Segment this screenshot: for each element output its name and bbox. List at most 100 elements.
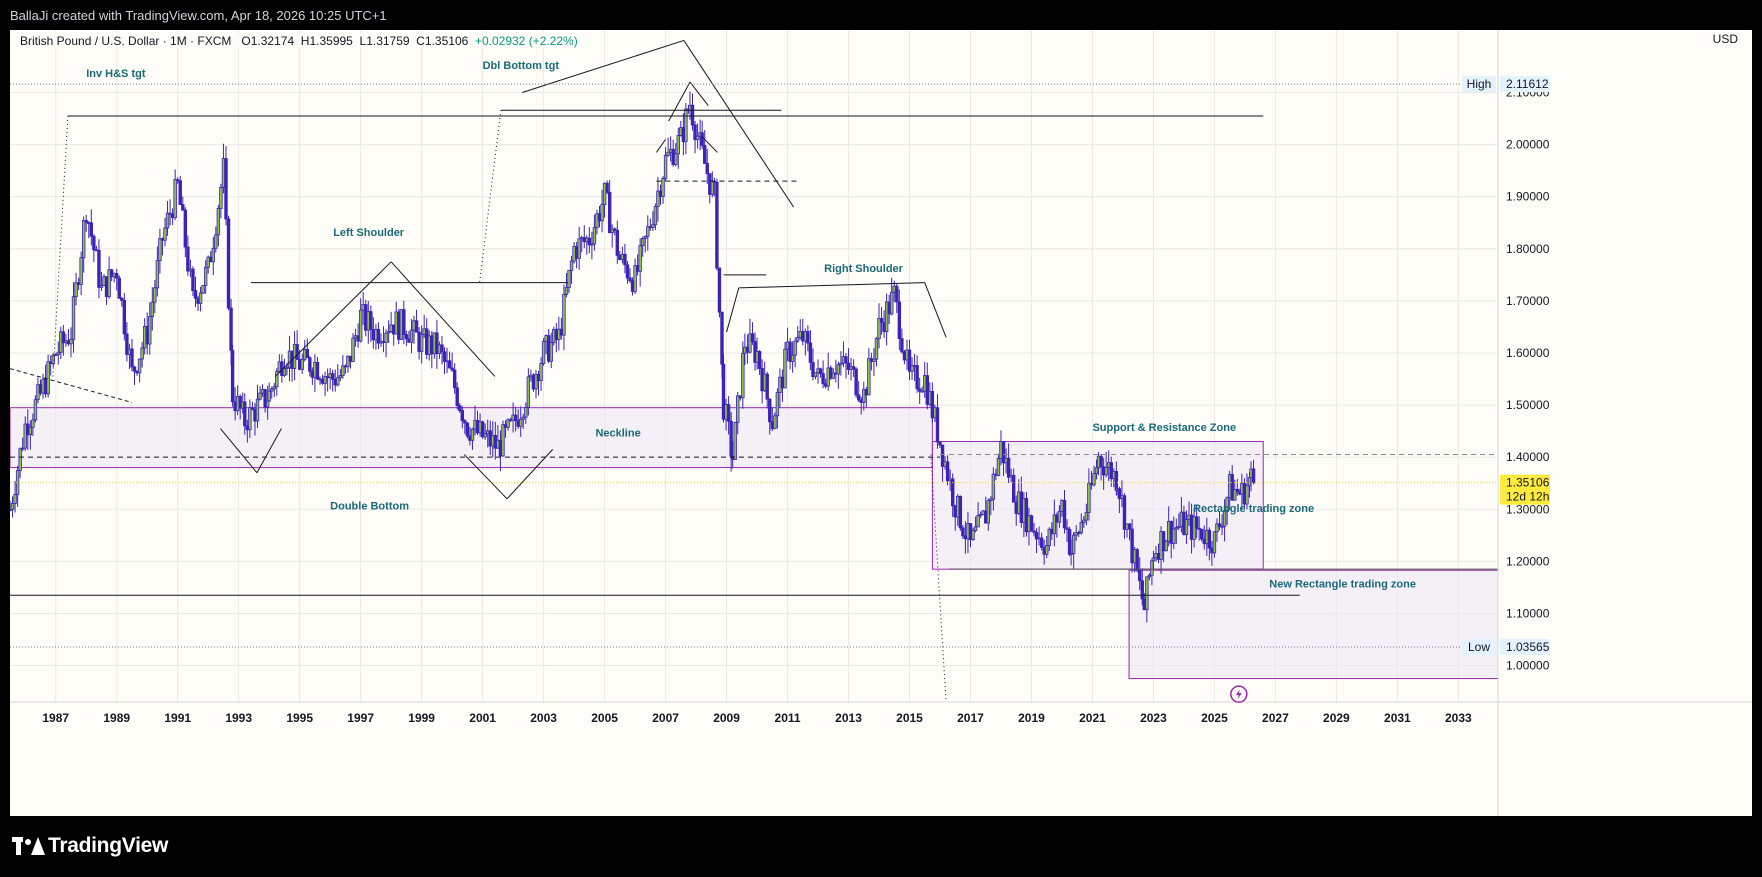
- candle-body: [1094, 467, 1099, 475]
- candle-body: [796, 337, 800, 342]
- annotation-label: Support & Resistance Zone: [1092, 422, 1236, 434]
- candle-body: [646, 226, 650, 237]
- candle-body: [549, 342, 553, 362]
- candle-body: [1251, 468, 1256, 484]
- candle-body: [666, 151, 670, 156]
- candle-body: [122, 300, 127, 335]
- candle-body: [951, 478, 955, 507]
- candle-body: [623, 253, 627, 266]
- y-tick-label: 1.80000: [1506, 242, 1550, 256]
- chart-frame[interactable]: Inv H&S tgt Dbl Bottom tgt Left Shoulder Ri…: [10, 30, 1752, 816]
- candle-body: [1032, 530, 1036, 533]
- candle-body: [331, 373, 335, 380]
- candle-body: [81, 220, 86, 259]
- high-badge-bg: [1500, 76, 1550, 93]
- candle-body: [524, 407, 528, 418]
- x-tick-label: 2029: [1323, 711, 1350, 725]
- candle-body: [1233, 489, 1237, 501]
- candle-body: [1145, 576, 1149, 611]
- symbol-legend[interactable]: British Pound / U.S. Dollar · 1M · FXCM …: [18, 34, 580, 48]
- candle-body: [1071, 534, 1076, 554]
- candle-body: [183, 209, 188, 248]
- candle-body: [447, 360, 452, 369]
- peak-mark-d: [656, 139, 666, 153]
- currency-label[interactable]: USD: [1712, 32, 1738, 46]
- candle-body: [163, 227, 167, 241]
- candle-body: [341, 365, 345, 377]
- candle-body: [1011, 474, 1016, 503]
- candle-body: [115, 273, 119, 279]
- x-tick-label: 2013: [835, 711, 862, 725]
- candle-body: [750, 333, 755, 342]
- candle-body: [79, 257, 83, 285]
- candle-body: [1207, 529, 1212, 549]
- candle-body: [715, 181, 719, 269]
- low-tag-bg: [1462, 638, 1496, 655]
- candle-body: [74, 282, 78, 298]
- candle-body: [300, 358, 304, 370]
- candle-body: [877, 317, 881, 340]
- candle-body: [996, 457, 1001, 476]
- y-tick-label: 1.00000: [1506, 659, 1550, 673]
- candle-body: [643, 236, 647, 239]
- candle-body: [1109, 462, 1113, 480]
- candle-body: [193, 290, 198, 299]
- candle-body: [442, 351, 447, 362]
- y-tick-label: 1.60000: [1506, 346, 1550, 360]
- price-chart[interactable]: Inv H&S tgt Dbl Bottom tgt Left Shoulder Ri…: [10, 30, 1752, 816]
- candle-body: [768, 398, 772, 423]
- x-tick-label: 1993: [225, 711, 252, 725]
- candle-body: [757, 351, 762, 369]
- candle-body: [463, 420, 467, 424]
- old-trend-dashed: [10, 368, 133, 403]
- candle-body: [695, 135, 700, 141]
- low-badge-bg: [1500, 638, 1550, 655]
- peak-mark-b: [689, 81, 709, 106]
- candle-body: [513, 414, 518, 422]
- candle-body: [89, 222, 94, 237]
- countdown-badge: 12d 12h: [1506, 490, 1549, 504]
- db-right-a: [463, 454, 508, 500]
- candle-body: [248, 407, 252, 431]
- candle-body: [1177, 525, 1181, 529]
- candle-body: [1122, 495, 1127, 530]
- peak-mark-c: [701, 136, 718, 153]
- candle-body: [376, 328, 381, 344]
- annotation-label: Left Shoulder: [333, 227, 405, 239]
- candle-body: [684, 108, 688, 143]
- x-tick-label: 2023: [1140, 711, 1167, 725]
- high-badge: 2.11612: [1506, 77, 1549, 91]
- candle-body: [155, 260, 160, 289]
- candle-body: [862, 389, 866, 403]
- candle-body: [265, 400, 270, 408]
- y-tick-label: 1.20000: [1506, 554, 1550, 568]
- candle-body: [255, 398, 260, 422]
- candle-body: [879, 317, 884, 323]
- candle-body: [263, 389, 267, 408]
- candle-body: [615, 229, 619, 256]
- peak-mark-a: [668, 81, 691, 122]
- legend-high: H1.35995: [300, 34, 353, 48]
- candle-body: [567, 269, 571, 288]
- candle-body: [607, 191, 612, 234]
- candle-body: [1150, 560, 1154, 576]
- candle-body: [813, 372, 818, 377]
- lightning-icon: [1235, 689, 1242, 700]
- candle-body: [821, 373, 825, 385]
- candle-body: [1172, 528, 1176, 544]
- x-tick-label: 2015: [896, 711, 923, 725]
- candle-body: [54, 354, 58, 356]
- candle-body: [117, 277, 121, 299]
- candle-body: [506, 419, 510, 428]
- candle-body: [450, 367, 454, 371]
- tradingview-logo[interactable]: TradingView: [12, 834, 168, 858]
- tradingview-logo-icon: [12, 837, 45, 855]
- db-left-b: [256, 428, 282, 474]
- candle-body: [1184, 519, 1189, 535]
- x-tick-label: 2019: [1018, 711, 1045, 725]
- symbol-title: British Pound / U.S. Dollar · 1M · FXCM: [20, 34, 232, 48]
- candle-body: [270, 388, 274, 392]
- candle-body: [97, 249, 101, 288]
- candle-body: [148, 316, 152, 345]
- candle-body: [465, 422, 470, 437]
